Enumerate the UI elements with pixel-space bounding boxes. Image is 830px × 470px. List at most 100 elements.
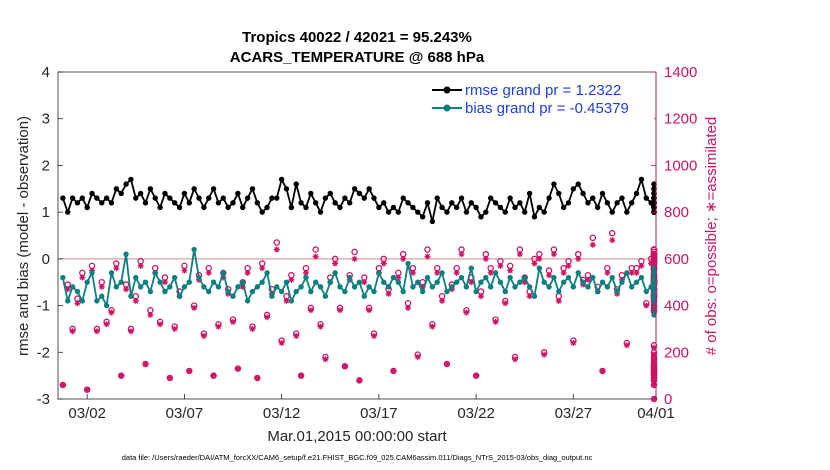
obs-assimilated-point: [633, 269, 640, 276]
rmse-point: [167, 195, 173, 201]
obs-assimilated-point: [497, 262, 504, 269]
rmse-point: [65, 209, 71, 215]
bias-point: [575, 270, 581, 276]
bias-point: [89, 270, 95, 276]
bias-point: [235, 284, 241, 290]
bias-point: [371, 288, 377, 295]
obs-assimilated-point: [59, 381, 66, 388]
obs-assimilated-point: [638, 262, 645, 269]
obs-assimilated-point: [98, 283, 105, 290]
bias-point: [651, 279, 657, 285]
rmse-point: [69, 195, 76, 201]
obs-assimilated-point: [443, 360, 450, 367]
obs-assimilated-point: [239, 283, 246, 290]
obs-assimilated-point: [186, 367, 193, 374]
rmse-point: [157, 204, 163, 211]
rmse-point: [526, 190, 533, 197]
obs-assimilated-point: [380, 260, 387, 267]
obs-assimilated-point: [191, 304, 198, 311]
obs-assimilated-point: [210, 372, 217, 379]
rmse-point: [643, 195, 649, 201]
rmse-point: [137, 190, 144, 197]
bias-point: [240, 279, 246, 285]
rmse-point: [439, 204, 445, 211]
rmse-point: [94, 195, 100, 201]
bias-point: [283, 279, 290, 285]
bias-point: [60, 274, 66, 281]
bias-point: [118, 279, 124, 285]
bias-point: [133, 274, 139, 281]
rmse-point: [536, 204, 543, 211]
rmse-point: [230, 200, 236, 206]
y-tick-label: 2: [42, 157, 50, 174]
bias-point: [74, 288, 81, 295]
bias-point: [492, 270, 499, 276]
obs-assimilated-point: [507, 267, 514, 274]
rmse-point: [278, 176, 285, 183]
rmse-point: [381, 200, 387, 206]
obs-assimilated-point: [628, 269, 635, 276]
rmse-point: [628, 200, 635, 206]
bias-point: [478, 279, 484, 285]
x-axis: 03/02 03/07 03/12 03/17 03/22 03/27 04/01: [68, 394, 675, 422]
rmse-point: [176, 204, 183, 211]
bias-point: [449, 284, 455, 290]
y-tick-label: 4: [42, 64, 50, 81]
obs-assimilated-point: [651, 363, 657, 370]
rmse-point: [366, 186, 372, 192]
rmse-point: [492, 200, 499, 206]
rmse-point: [415, 209, 421, 215]
y-tick-label: 0: [42, 251, 50, 268]
bias-point: [551, 274, 557, 281]
rmse-point: [609, 209, 615, 215]
obs-assimilated-point: [477, 293, 484, 300]
rmse-point: [196, 195, 202, 201]
legend-bias-marker: [443, 104, 451, 112]
bias-point: [651, 293, 657, 299]
bias-point: [308, 288, 314, 295]
rmse-point: [633, 190, 640, 197]
obs-assimilated-point: [84, 386, 91, 393]
bias-point: [628, 284, 635, 290]
rmse-point: [191, 186, 197, 192]
obs-assimilated-point: [336, 307, 343, 314]
bias-point: [458, 274, 465, 281]
rmse-point: [60, 195, 66, 201]
bias-point: [585, 284, 591, 290]
rmse-point: [624, 209, 630, 215]
obs-assimilated-point: [604, 269, 611, 276]
rmse-point: [254, 200, 261, 206]
rmse-point: [478, 214, 484, 220]
obs-assimilated-point: [341, 363, 348, 370]
rmse-point: [293, 181, 299, 187]
y2-tick-label: 800: [664, 204, 689, 221]
obs-assimilated-point: [390, 367, 397, 374]
obs-possible-point: [273, 239, 281, 246]
rmse-point: [235, 190, 241, 197]
y-axis-label: rmse and bias (model - observation): [15, 116, 32, 356]
obs-assimilated-point: [599, 367, 606, 374]
obs-possible-point: [608, 229, 616, 237]
bias-point: [215, 284, 222, 290]
rmse-point: [312, 200, 319, 206]
rmse-point: [337, 204, 343, 211]
rmse-point: [240, 204, 246, 211]
y2-tick-label: 400: [664, 298, 689, 315]
obs-assimilated-point: [142, 360, 149, 367]
obs-possible-point: [424, 246, 431, 253]
bias-point: [502, 288, 508, 295]
rmse-point: [590, 195, 596, 201]
bias-point: [269, 293, 275, 299]
bias-point: [303, 274, 309, 281]
bias-point: [264, 270, 270, 276]
bias-point: [167, 284, 173, 290]
rmse-point: [468, 200, 474, 206]
bias-point: [65, 298, 71, 304]
rmse-point: [614, 200, 620, 206]
obs-assimilated-point: [502, 300, 509, 307]
rmse-point: [220, 195, 227, 201]
obs-assimilated-point: [166, 374, 173, 381]
bias-point: [176, 293, 183, 299]
obs-assimilated-point: [651, 367, 657, 374]
rmse-point: [128, 176, 134, 183]
